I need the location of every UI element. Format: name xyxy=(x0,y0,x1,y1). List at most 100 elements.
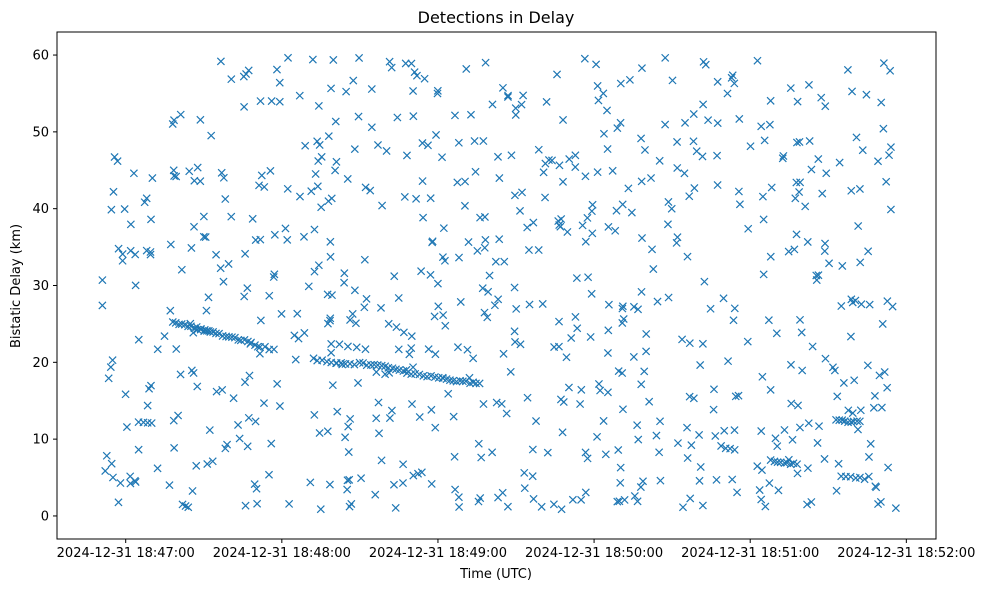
data-point xyxy=(793,97,802,106)
data-point xyxy=(640,367,649,376)
data-point xyxy=(327,194,336,203)
data-point xyxy=(326,237,335,246)
data-point xyxy=(120,205,129,214)
data-point xyxy=(376,303,386,312)
data-point xyxy=(453,178,462,187)
data-point xyxy=(244,413,253,422)
data-point xyxy=(315,140,324,149)
data-point xyxy=(185,167,194,176)
data-point xyxy=(256,316,265,325)
data-point xyxy=(415,413,424,422)
data-point xyxy=(886,143,895,152)
data-point xyxy=(734,391,743,400)
data-point xyxy=(822,169,831,178)
data-point xyxy=(637,64,646,73)
data-point xyxy=(118,256,127,265)
data-point xyxy=(407,59,416,68)
data-point xyxy=(571,163,580,172)
data-point xyxy=(673,137,682,146)
data-point xyxy=(240,292,249,301)
data-point xyxy=(634,435,643,444)
data-point xyxy=(106,363,115,372)
data-point xyxy=(437,153,447,162)
data-point xyxy=(400,192,409,201)
data-point xyxy=(516,340,525,349)
data-point xyxy=(362,294,371,303)
data-point xyxy=(602,106,612,115)
data-point xyxy=(709,385,719,394)
data-point xyxy=(455,502,464,512)
data-point xyxy=(821,239,830,248)
data-point xyxy=(439,224,448,233)
data-point xyxy=(730,304,739,313)
data-point xyxy=(524,246,533,255)
data-point xyxy=(485,271,494,280)
data-point xyxy=(795,187,804,197)
data-point xyxy=(107,205,116,214)
data-point xyxy=(583,213,592,222)
data-point xyxy=(519,91,528,100)
data-point xyxy=(343,485,352,494)
data-point xyxy=(235,434,244,443)
data-point xyxy=(444,389,453,398)
data-point xyxy=(696,361,705,370)
data-point xyxy=(637,177,646,186)
data-point xyxy=(734,187,743,196)
data-point xyxy=(121,390,130,399)
data-point xyxy=(227,75,236,84)
data-point xyxy=(765,479,774,488)
data-point xyxy=(759,215,768,224)
data-point xyxy=(134,335,143,344)
data-point xyxy=(771,434,780,443)
data-point xyxy=(295,91,304,100)
data-point xyxy=(371,490,380,499)
data-point xyxy=(325,480,334,489)
data-point xyxy=(787,399,796,408)
data-point xyxy=(712,475,721,484)
data-point xyxy=(565,155,574,164)
data-point xyxy=(367,123,376,132)
data-point xyxy=(239,72,248,81)
data-point xyxy=(102,451,111,460)
data-point xyxy=(882,177,891,186)
data-point xyxy=(333,407,342,416)
data-point xyxy=(523,393,532,402)
data-point xyxy=(431,350,440,359)
data-point xyxy=(275,78,284,87)
data-point xyxy=(853,425,862,434)
data-point xyxy=(686,494,695,503)
data-point xyxy=(855,417,864,426)
data-point xyxy=(374,398,383,407)
data-point xyxy=(807,165,816,174)
data-point xyxy=(880,368,889,377)
data-point xyxy=(385,414,394,423)
data-point xyxy=(847,186,856,195)
data-point xyxy=(883,383,892,392)
data-point xyxy=(692,147,701,156)
data-point xyxy=(884,463,893,472)
data-point xyxy=(187,366,196,375)
data-point xyxy=(134,445,143,454)
data-point xyxy=(646,173,656,183)
data-point xyxy=(177,265,186,274)
data-point xyxy=(807,497,816,506)
data-point xyxy=(277,309,286,318)
data-point xyxy=(559,115,568,124)
data-point xyxy=(592,60,601,69)
data-point xyxy=(146,215,156,224)
data-point xyxy=(633,305,643,314)
data-point xyxy=(780,458,789,468)
y-tick-label: 50 xyxy=(32,125,49,140)
data-point xyxy=(246,339,255,348)
data-point xyxy=(181,502,190,511)
data-point xyxy=(863,361,872,370)
data-point xyxy=(227,212,236,221)
data-point xyxy=(877,98,886,107)
data-point xyxy=(497,399,506,408)
data-point xyxy=(245,371,254,380)
data-point xyxy=(202,306,211,315)
data-point xyxy=(689,394,698,403)
data-point xyxy=(593,168,602,177)
data-point xyxy=(267,439,276,448)
data-point xyxy=(689,110,698,119)
